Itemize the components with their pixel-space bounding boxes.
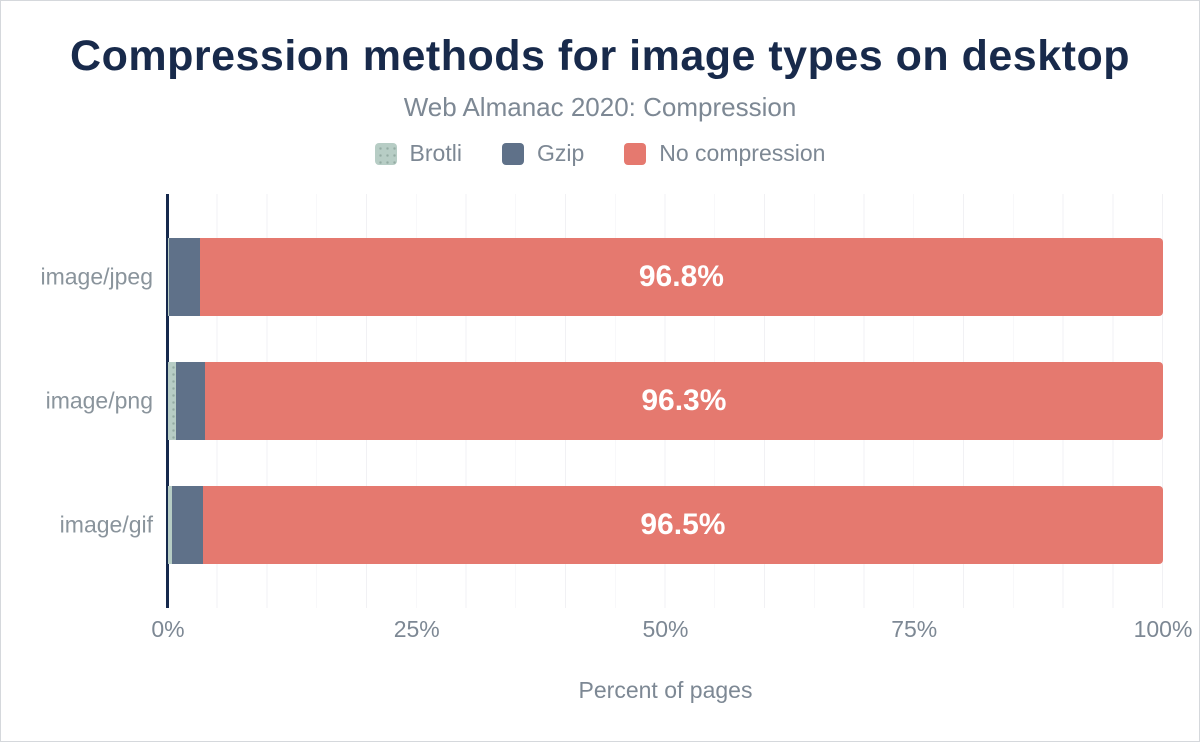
bar-segment-gzip [175, 362, 205, 440]
y-axis-label: image/png [45, 387, 153, 414]
chart-subtitle: Web Almanac 2020: Compression [403, 92, 797, 123]
gzip-swatch-icon [501, 142, 524, 165]
bar-segment-no-compression: 96.8% [199, 238, 1163, 316]
bar-row: 96.8% [168, 238, 1163, 316]
legend-item-gzip[interactable]: Gzip [501, 140, 585, 167]
y-axis-label: image/jpeg [40, 263, 153, 290]
legend: Brotli Gzip No compression [1, 140, 1199, 167]
x-axis-tick: 50% [642, 616, 689, 642]
legend-label-no-compression: No compression [659, 140, 826, 167]
x-axis-tick: 75% [891, 616, 938, 642]
legend-label-brotli: Brotli [409, 140, 462, 167]
y-axis-label: image/gif [59, 511, 153, 538]
bar-value-label: 96.5% [640, 508, 726, 541]
x-axis-ticks: 0% 25% 50% 75% 100% [151, 616, 1192, 646]
bar-segment-brotli [168, 238, 169, 316]
plot-area: 96.8% 96.3% 96.5% [166, 194, 1163, 608]
bar-segment-gzip [171, 486, 203, 564]
bar-row: 96.5% [168, 486, 1163, 564]
no-compression-swatch-icon [624, 142, 647, 165]
bar-segment-no-compression: 96.3% [204, 362, 1163, 440]
y-axis-labels: image/jpeg image/png image/gif [1, 194, 153, 608]
bar-segment-brotli [168, 486, 172, 564]
bar-segment-brotli [168, 362, 176, 440]
bar-row: 96.3% [168, 362, 1163, 440]
y-axis-line [166, 194, 169, 608]
x-axis-tick: 100% [1133, 616, 1193, 642]
legend-item-brotli[interactable]: Brotli [374, 140, 462, 167]
bar-value-label: 96.3% [641, 384, 727, 417]
x-axis-tick: 0% [151, 616, 185, 642]
legend-item-no-compression[interactable]: No compression [624, 140, 825, 167]
x-axis-title: Percent of pages [578, 677, 753, 703]
bar-segment-gzip [168, 238, 200, 316]
bar-value-label: 96.8% [638, 260, 724, 293]
x-axis-tick: 25% [393, 616, 440, 642]
chart-title: Compression methods for image types on d… [70, 32, 1130, 80]
legend-label-gzip: Gzip [536, 140, 585, 167]
brotli-swatch-icon [374, 142, 397, 165]
bar-segment-no-compression: 96.5% [202, 486, 1163, 564]
